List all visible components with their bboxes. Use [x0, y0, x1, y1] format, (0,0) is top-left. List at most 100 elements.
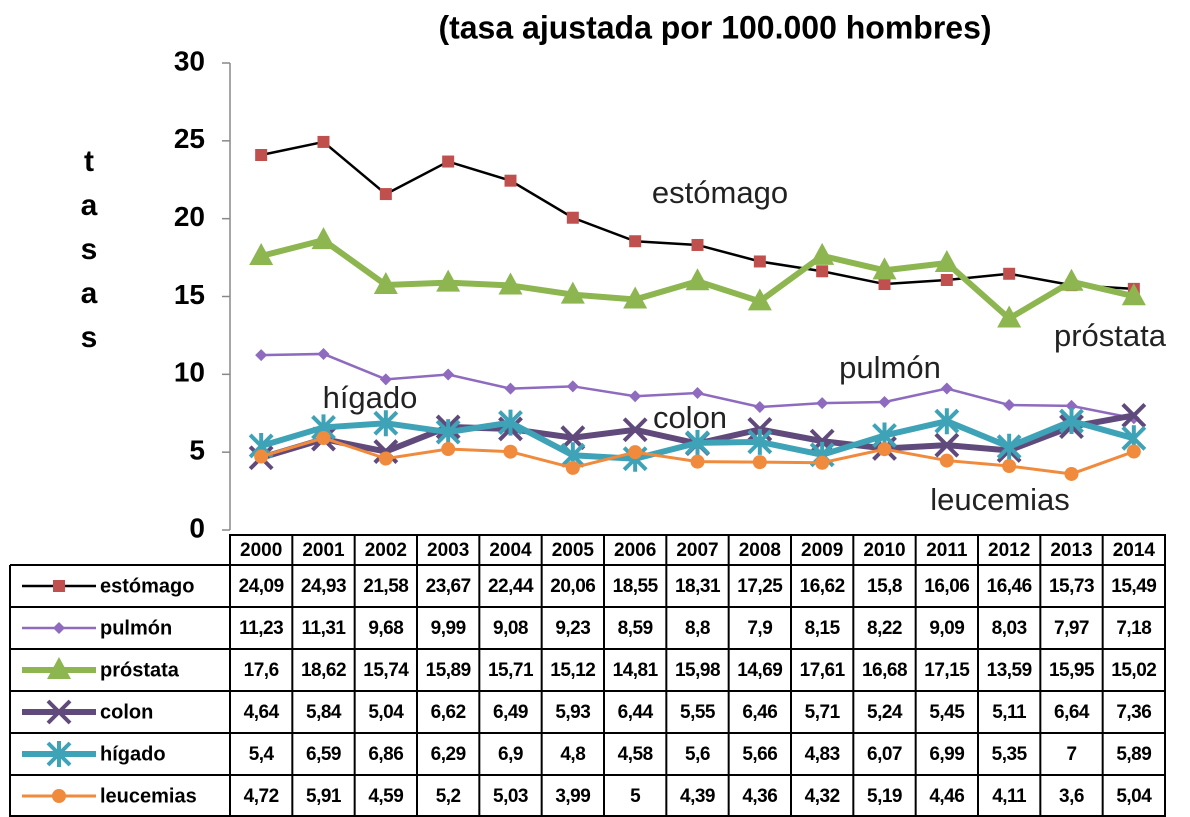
table-cell: 6,44 [618, 702, 654, 723]
table-cell: 15,74 [363, 660, 409, 681]
table-cell: 17,25 [737, 576, 783, 597]
marker-shape [379, 188, 392, 201]
marker-shape [997, 305, 1022, 328]
table-cell: 15,73 [1049, 576, 1094, 597]
table-cell: 14,81 [613, 660, 659, 681]
table-cell: 24,09 [239, 576, 284, 597]
legend-label: colon [100, 701, 153, 723]
marker-shape [747, 428, 773, 455]
marker-shape [1126, 444, 1141, 459]
table-cell: 6,62 [431, 702, 466, 723]
marker-shape [373, 271, 398, 294]
marker [810, 242, 835, 265]
table-cell: 15,8 [867, 576, 902, 597]
marker-shape [1064, 466, 1079, 481]
marker-shape [373, 410, 399, 437]
marker [815, 455, 830, 470]
marker-shape [46, 741, 72, 767]
legend-label: estómago [100, 575, 194, 597]
marker [622, 417, 648, 443]
marker [629, 390, 642, 403]
table-cell: 5,71 [805, 702, 841, 723]
marker [317, 135, 330, 148]
annotation: estómago [652, 175, 788, 210]
table-cell: 8,8 [685, 618, 710, 639]
marker-shape [629, 390, 642, 403]
marker-shape [1121, 283, 1146, 306]
table-cell: 5,04 [1116, 786, 1152, 807]
marker [435, 419, 461, 446]
marker-shape [877, 442, 892, 457]
x-tick-label: 2010 [863, 540, 905, 561]
marker-shape [441, 442, 456, 457]
marker [255, 349, 268, 362]
marker [53, 580, 65, 592]
table-cell: 24,93 [301, 576, 346, 597]
marker-shape [52, 789, 66, 803]
marker-shape [752, 455, 767, 470]
table-cell: 15,89 [426, 660, 471, 681]
marker-shape [560, 281, 585, 304]
table-cell: 5,35 [992, 744, 1028, 765]
marker [623, 286, 648, 309]
table-cell: 8,59 [618, 618, 653, 639]
table-cell: 7 [1066, 744, 1076, 765]
marker-shape [1059, 408, 1084, 435]
marker [934, 432, 960, 458]
marker-shape [934, 432, 960, 458]
marker [934, 250, 959, 273]
x-tick-label: 2007 [676, 540, 718, 561]
marker [52, 789, 66, 803]
marker [752, 455, 767, 470]
marker [940, 382, 953, 395]
marker-shape [753, 401, 766, 414]
marker-shape [622, 417, 648, 443]
table-cell: 14,69 [737, 660, 782, 681]
table-cell: 11,31 [302, 618, 347, 639]
y-tick-label: 10 [174, 357, 205, 388]
marker-shape [436, 269, 461, 292]
marker [504, 382, 517, 395]
marker [747, 428, 773, 455]
marker-shape [560, 425, 586, 451]
marker-shape [53, 580, 65, 592]
marker-shape [810, 242, 835, 265]
annotation: próstata [1054, 318, 1167, 353]
marker-shape [498, 409, 523, 436]
marker [566, 380, 579, 393]
marker-shape [378, 451, 393, 466]
marker-shape [940, 273, 953, 286]
table-cell: 5,6 [685, 744, 710, 765]
marker [691, 238, 704, 251]
table-cell: 3,6 [1059, 786, 1084, 807]
table-cell: 15,71 [488, 660, 534, 681]
legend-label: pulmón [100, 617, 172, 639]
marker-shape [940, 382, 953, 395]
marker [442, 368, 455, 381]
table-cell: 4,39 [680, 786, 715, 807]
marker [379, 373, 392, 386]
annotation: leucemias [930, 482, 1070, 517]
table-cell: 9,08 [493, 618, 528, 639]
marker [379, 188, 392, 201]
marker-shape [1003, 267, 1016, 280]
table-cell: 9,68 [368, 618, 403, 639]
table-cell: 9,99 [431, 618, 466, 639]
table-cell: 5,03 [493, 786, 528, 807]
marker [378, 451, 393, 466]
marker-shape [255, 349, 268, 362]
marker-shape [504, 174, 517, 187]
table-cell: 4,64 [244, 702, 280, 723]
annotation: colon [653, 400, 727, 435]
marker [747, 288, 772, 311]
table-cell: 15,02 [1111, 660, 1156, 681]
table-cell: 6,59 [306, 744, 341, 765]
table-cell: 5,11 [992, 702, 1027, 723]
marker [1059, 408, 1084, 435]
table-cell: 7,97 [1054, 618, 1089, 639]
marker [685, 429, 710, 456]
table-cell: 5,45 [929, 702, 965, 723]
marker-shape [435, 419, 461, 446]
table-cell: 5,89 [1116, 744, 1151, 765]
x-tick-label: 2000 [240, 540, 282, 561]
